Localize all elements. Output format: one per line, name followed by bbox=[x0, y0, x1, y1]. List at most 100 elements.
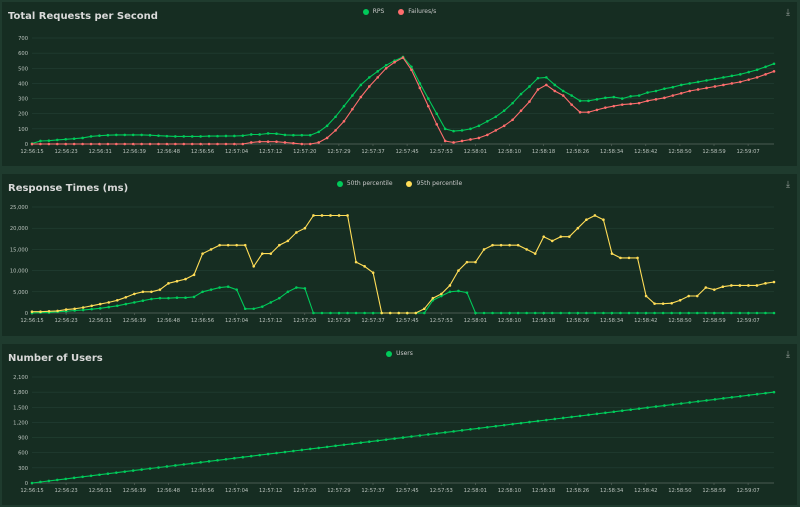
data-point bbox=[258, 133, 261, 136]
chart-title: Number of Users bbox=[8, 353, 103, 364]
data-point bbox=[587, 99, 590, 103]
data-point bbox=[312, 311, 315, 315]
x-tick-label: 12:58:50 bbox=[668, 149, 691, 155]
legend-label: RPS bbox=[372, 8, 385, 15]
data-point bbox=[98, 473, 101, 477]
data-point bbox=[578, 414, 582, 418]
data-point bbox=[207, 134, 211, 138]
data-point bbox=[670, 301, 673, 305]
data-point bbox=[465, 260, 469, 264]
data-point bbox=[367, 440, 371, 444]
series-line bbox=[32, 214, 775, 314]
legend-item-users[interactable]: Users bbox=[386, 350, 413, 357]
y-tick-label: 100 bbox=[18, 127, 28, 133]
data-point bbox=[730, 311, 733, 315]
series-line bbox=[31, 56, 775, 145]
data-point bbox=[376, 70, 380, 73]
data-point bbox=[654, 405, 658, 408]
data-point bbox=[443, 139, 447, 143]
data-point bbox=[764, 282, 767, 285]
data-point bbox=[440, 292, 443, 296]
save-image-icon[interactable]: ⤓ bbox=[786, 350, 790, 360]
data-point bbox=[452, 430, 455, 433]
data-point bbox=[55, 478, 59, 482]
save-image-icon[interactable]: ⤓ bbox=[786, 8, 790, 18]
data-point bbox=[292, 133, 295, 137]
data-point bbox=[502, 109, 506, 112]
data-point bbox=[561, 94, 565, 97]
data-point bbox=[721, 285, 725, 289]
data-point bbox=[722, 76, 725, 79]
x-tick-label: 12:57:45 bbox=[395, 488, 418, 494]
data-point bbox=[646, 406, 649, 409]
data-point bbox=[646, 99, 649, 103]
data-point bbox=[730, 396, 734, 399]
data-point bbox=[72, 142, 76, 146]
chart-legend[interactable]: Users bbox=[2, 350, 797, 357]
data-point bbox=[72, 476, 76, 480]
x-tick-label: 12:56:39 bbox=[123, 318, 146, 324]
data-point bbox=[721, 311, 725, 315]
data-point bbox=[525, 248, 528, 251]
y-tick-label: 1,200 bbox=[13, 420, 28, 426]
data-point bbox=[252, 307, 256, 311]
legend-item-p50[interactable]: 50th percentile bbox=[336, 180, 393, 187]
data-point bbox=[738, 394, 742, 398]
x-tick-label: 12:56:15 bbox=[20, 318, 43, 324]
data-point bbox=[157, 142, 160, 146]
data-point bbox=[755, 284, 759, 287]
data-point bbox=[448, 284, 452, 287]
data-point bbox=[207, 142, 211, 146]
y-tick-label: 15,000 bbox=[10, 247, 28, 253]
data-point bbox=[157, 466, 160, 469]
data-point bbox=[528, 420, 531, 424]
data-point bbox=[90, 307, 94, 311]
data-point bbox=[283, 133, 287, 137]
data-point bbox=[738, 311, 742, 315]
data-point bbox=[342, 443, 346, 447]
data-point bbox=[612, 95, 616, 99]
data-point bbox=[627, 311, 631, 315]
legend-label: 95th percentile bbox=[416, 180, 463, 187]
data-point bbox=[772, 390, 776, 394]
data-point bbox=[516, 311, 520, 315]
data-point bbox=[644, 311, 648, 315]
data-point bbox=[241, 134, 245, 137]
data-point bbox=[226, 243, 230, 247]
data-point bbox=[663, 87, 666, 91]
data-point bbox=[418, 434, 422, 437]
data-point bbox=[320, 214, 324, 217]
x-tick-label: 12:58:42 bbox=[634, 149, 657, 155]
chart-title: Response Times (ms) bbox=[8, 183, 129, 194]
legend-item-rps[interactable]: RPS bbox=[362, 8, 385, 15]
chart-legend[interactable]: 50th percentile 95th percentile bbox=[2, 180, 797, 187]
data-point bbox=[644, 294, 648, 298]
data-point bbox=[337, 214, 341, 217]
data-point bbox=[64, 308, 68, 311]
data-point bbox=[550, 311, 554, 315]
data-point bbox=[610, 311, 614, 315]
data-point bbox=[738, 80, 742, 84]
data-point bbox=[585, 311, 588, 315]
legend-item-p95[interactable]: 95th percentile bbox=[406, 180, 462, 187]
data-point bbox=[486, 119, 489, 123]
x-tick-label: 12:56:31 bbox=[89, 318, 112, 324]
data-point bbox=[482, 311, 486, 315]
x-tick-label: 12:57:37 bbox=[361, 318, 384, 324]
data-point bbox=[604, 96, 607, 100]
data-point bbox=[687, 294, 691, 298]
data-point bbox=[334, 115, 337, 119]
legend-item-failures[interactable]: Failures/s bbox=[398, 8, 436, 15]
data-point bbox=[610, 252, 614, 255]
x-tick-label: 12:58:26 bbox=[566, 149, 589, 155]
data-point bbox=[486, 425, 489, 429]
data-point bbox=[494, 115, 498, 119]
data-point bbox=[359, 95, 363, 99]
data-point bbox=[525, 311, 528, 315]
save-image-icon[interactable]: ⤓ bbox=[786, 180, 790, 190]
data-point bbox=[174, 464, 177, 467]
data-point bbox=[469, 127, 472, 131]
data-point bbox=[346, 311, 349, 315]
chart-legend[interactable]: RPS Failures/s bbox=[2, 8, 797, 15]
data-point bbox=[98, 302, 102, 306]
